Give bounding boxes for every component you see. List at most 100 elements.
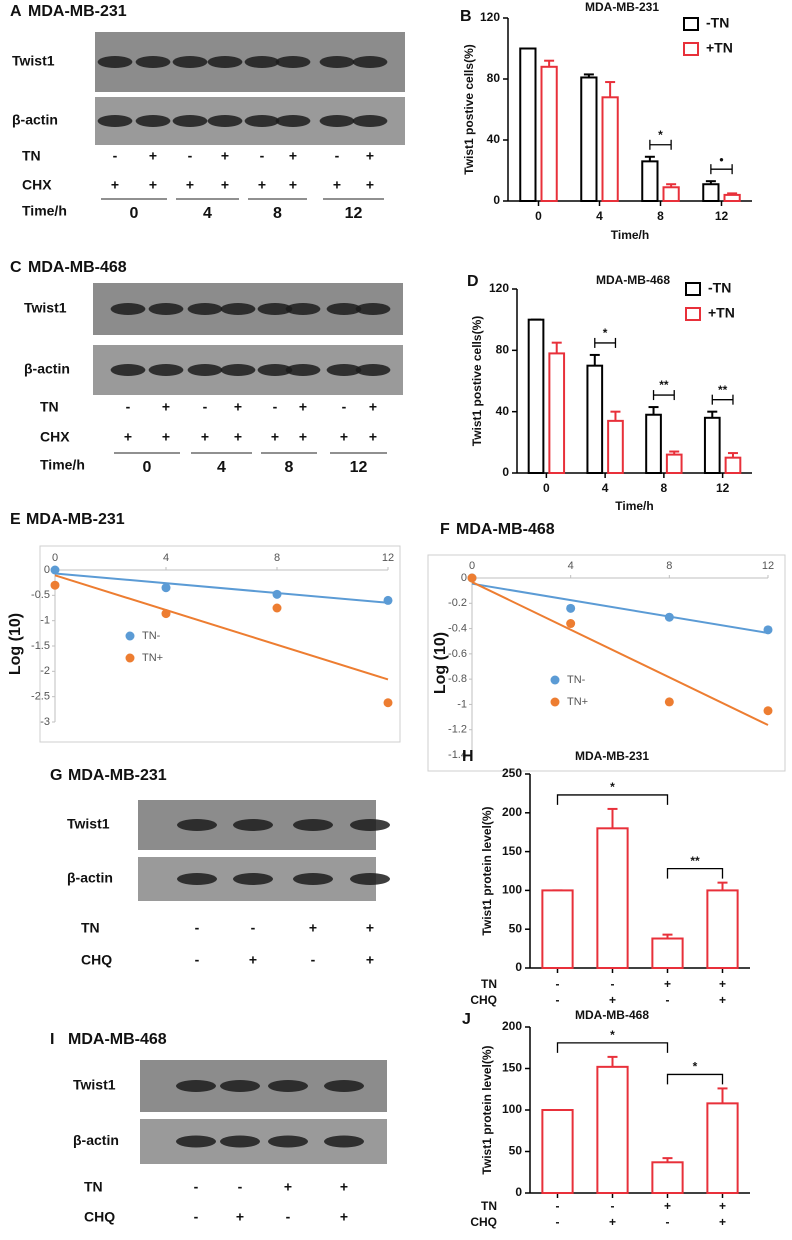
row-sign: - [342, 399, 347, 415]
x-axis-label: Time/h [611, 228, 649, 242]
y-tick-label: 0 [515, 1185, 522, 1199]
blot-band [352, 115, 388, 127]
chart-frame [427, 554, 786, 772]
row-sign: - [126, 399, 131, 415]
legend-swatch [550, 675, 560, 685]
row-sign: + [664, 977, 671, 991]
blot-band [355, 364, 391, 376]
y-axis-label: Log (10) [7, 613, 24, 675]
chart-title: MDA-MB-468 [575, 1008, 649, 1022]
row-sign: + [289, 148, 297, 164]
x-tick-label: 12 [762, 560, 774, 572]
row-sign: - [195, 920, 200, 936]
y-tick-label: 100 [502, 883, 522, 897]
y-tick-label: 0 [461, 572, 467, 584]
point [383, 698, 393, 708]
chart-frame [39, 545, 401, 743]
row-sign: + [609, 1215, 616, 1229]
sig-label: • [719, 152, 723, 166]
row-sign: + [366, 148, 374, 164]
row-sign: + [719, 1215, 726, 1229]
x-tick-label: 8 [661, 481, 668, 495]
row-sign: + [664, 1199, 671, 1213]
blot-band [293, 819, 333, 831]
row-sign: - [194, 1209, 199, 1225]
blot-band [110, 364, 146, 376]
bar [548, 352, 566, 474]
point [161, 609, 171, 619]
row-sign: + [284, 1179, 292, 1195]
panel-title: MDA-MB-231 [68, 767, 167, 784]
row-sign: + [719, 977, 726, 991]
sig-label: * [693, 1060, 698, 1074]
legend-label: -TN [706, 15, 729, 31]
panel-title: MDA-MB-468 [28, 259, 127, 276]
blot-band [319, 56, 355, 68]
row-sign: - [556, 1199, 560, 1213]
x-tick-label: 0 [52, 552, 58, 564]
row-sign: + [186, 177, 194, 193]
row-sign: + [366, 177, 374, 193]
point [272, 603, 282, 613]
blot-band [275, 56, 311, 68]
row-sign: - [203, 399, 208, 415]
band-label: β-actin [73, 1132, 119, 1148]
blot-band [148, 303, 184, 315]
x-tick-label: 4 [596, 209, 603, 223]
sig-bracket [556, 1042, 669, 1053]
x-tick-label: 8 [666, 560, 672, 572]
blot-band [293, 873, 333, 885]
legend-label: -TN [708, 280, 731, 296]
sig-label: * [610, 780, 615, 794]
legend-swatch [683, 17, 699, 31]
time-value: 12 [350, 459, 368, 476]
blot-band [350, 819, 390, 831]
y-tick-label: 80 [487, 71, 501, 85]
bar [586, 364, 604, 474]
blot-band [97, 115, 133, 127]
blot-band [187, 303, 223, 315]
panel-letter: D [467, 273, 479, 290]
time-value: 0 [130, 205, 139, 222]
panel-title: MDA-MB-231 [28, 3, 127, 20]
point [467, 573, 477, 583]
time-value: 8 [273, 205, 282, 222]
blot-band [275, 115, 311, 127]
chart-title: MDA-MB-231 [575, 749, 649, 763]
row-sign: + [149, 177, 157, 193]
bar [596, 1065, 629, 1194]
row-sign: - [238, 1179, 243, 1195]
row-sign: + [111, 177, 119, 193]
point [161, 583, 171, 593]
y-tick-label: 120 [480, 10, 500, 24]
sig-label: * [610, 1028, 615, 1042]
blot-band [285, 303, 321, 315]
y-axis-label: Twist1 protein level(%) [480, 1045, 494, 1174]
trendline [54, 572, 389, 604]
blot-band [187, 364, 223, 376]
y-tick-label: -1 [457, 698, 467, 710]
bar [665, 453, 683, 475]
legend-swatch [125, 631, 135, 641]
blot-band [268, 1080, 308, 1092]
blot-band [350, 873, 390, 885]
row-sign: + [333, 177, 341, 193]
blot-band [207, 115, 243, 127]
row-label: TN [40, 399, 59, 415]
blot-band [207, 56, 243, 68]
row-label: TN [84, 1179, 103, 1195]
bar [723, 193, 741, 202]
blot-band [233, 819, 273, 831]
panel-letter: I [50, 1031, 54, 1048]
y-axis-label: Twist1 postive cells(%) [462, 44, 476, 174]
row-sign: + [340, 1179, 348, 1195]
bar [541, 889, 574, 970]
row-label: CHX [40, 429, 70, 445]
sig-label: ** [659, 378, 669, 392]
point [50, 565, 60, 575]
point [566, 603, 576, 613]
blot-band [257, 303, 293, 315]
y-tick-label: 80 [496, 343, 510, 357]
row-sign: + [369, 429, 377, 445]
